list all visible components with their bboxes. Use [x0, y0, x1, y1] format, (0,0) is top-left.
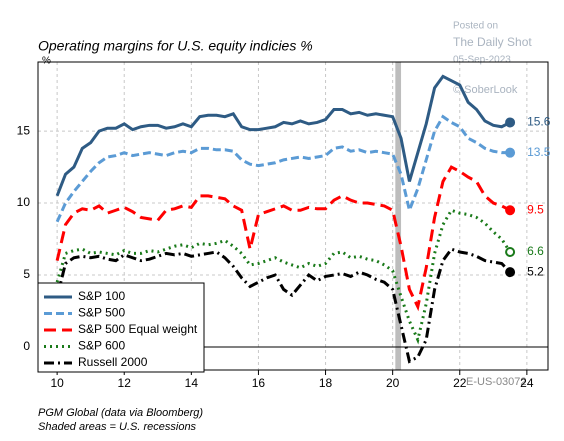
end-label: 5.2	[527, 264, 544, 278]
x-tick-label: 18	[319, 376, 333, 390]
x-tick-label: 20	[386, 376, 400, 390]
plot-frame	[37, 61, 549, 371]
end-label: 15.6	[527, 115, 551, 129]
end-label: 13.5	[527, 145, 551, 159]
y-unit: %	[42, 56, 51, 67]
x-tick-label: 14	[185, 376, 199, 390]
watermark: The Daily Shot	[453, 35, 532, 49]
x-tick-label: 24	[520, 376, 534, 390]
x-tick-label: 16	[252, 376, 266, 390]
x-tick-label: 22	[453, 376, 467, 390]
source-note: PGM Global (data via Bloomberg)	[38, 407, 203, 419]
x-tick-label: 10	[50, 376, 64, 390]
series-line	[55, 74, 511, 197]
end-marker	[505, 246, 516, 257]
watermark: 05-Sep-2023	[453, 55, 511, 66]
end-label: 6.6	[527, 244, 544, 258]
legend-label: S&P 600	[78, 339, 125, 353]
chart-code: E-US-03072	[466, 376, 527, 388]
series-line	[55, 165, 511, 312]
watermark: © SoberLook	[453, 84, 518, 96]
end-label: 9.5	[527, 202, 544, 216]
source-note: Shaded areas = U.S. recessions	[38, 421, 197, 433]
series-line	[55, 247, 512, 364]
recession-band	[395, 62, 402, 370]
y-tick-label: 10	[17, 195, 31, 209]
end-marker	[505, 147, 516, 158]
end-marker	[505, 267, 516, 278]
legend-label: S&P 100	[78, 289, 125, 303]
y-tick-label: 0	[23, 339, 30, 353]
y-tick-label: 5	[23, 267, 30, 281]
legend-label: S&P 500 Equal weight	[78, 322, 198, 336]
watermark: Posted on	[453, 21, 498, 32]
legend-label: S&P 500	[78, 306, 125, 320]
x-tick-label: 12	[118, 376, 132, 390]
end-marker	[505, 117, 516, 128]
y-tick-label: 15	[17, 123, 31, 137]
legend-label: Russell 2000	[78, 355, 148, 369]
series-line	[55, 114, 511, 223]
end-marker	[505, 205, 516, 216]
chart-title: Operating margins for U.S. equity indici…	[38, 38, 313, 54]
